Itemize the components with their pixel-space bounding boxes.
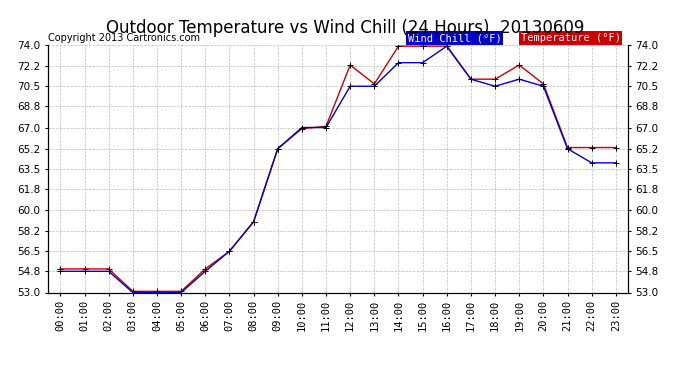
Text: Copyright 2013 Cartronics.com: Copyright 2013 Cartronics.com [48, 33, 200, 42]
Text: Wind Chill (°F): Wind Chill (°F) [408, 33, 502, 43]
Text: Temperature (°F): Temperature (°F) [521, 33, 621, 43]
Text: Outdoor Temperature vs Wind Chill (24 Hours)  20130609: Outdoor Temperature vs Wind Chill (24 Ho… [106, 19, 584, 37]
